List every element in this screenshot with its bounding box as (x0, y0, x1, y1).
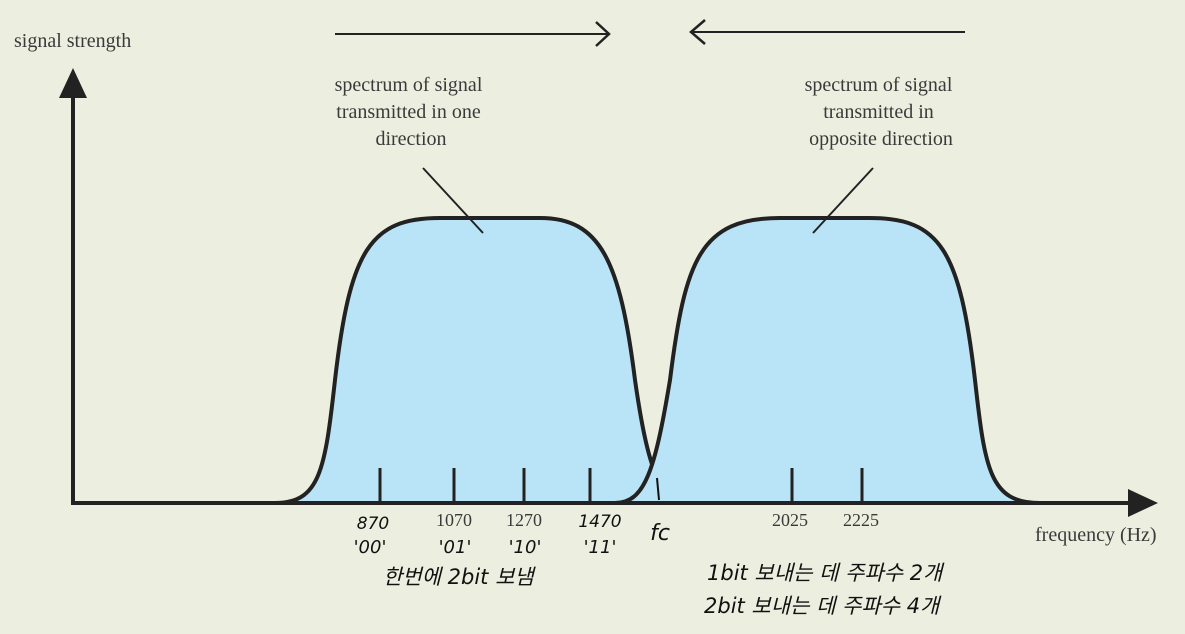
y-axis-label: signal strength (14, 30, 131, 52)
spectrum-right (614, 216, 1041, 505)
note-line-1: 1bit 보내는 데 주파수 2개 (707, 561, 945, 585)
pointer-left (422, 167, 484, 234)
symbol-01: '01' (439, 537, 472, 558)
tick-label-1470: 1470 (578, 512, 621, 532)
note-line-2: 2bit 보내는 데 주파수 4개 (704, 594, 942, 618)
tick-label-2025: 2025 (772, 510, 808, 530)
pointer-right (812, 167, 874, 234)
arrow-right-head (595, 21, 611, 47)
symbol-11: '11' (584, 537, 617, 558)
spectrum-left (274, 216, 691, 505)
y-axis-arrowhead (59, 68, 87, 98)
tick-label-fc: fc (650, 521, 670, 546)
x-axis-arrowhead (1128, 489, 1158, 517)
symbol-10: '10' (509, 537, 542, 558)
tick-label-2225: 2225 (843, 510, 879, 530)
tick-label-1270: 1270 (506, 510, 542, 530)
tick-label-1070: 1070 (436, 510, 472, 530)
note-2bit-at-once: 한번에 2bit 보냄 (383, 565, 536, 589)
symbol-00: '00' (354, 537, 387, 558)
spectrum-right-label: spectrum of signal transmitted in opposi… (805, 74, 958, 150)
tick-fc (656, 477, 660, 501)
arrow-left-head (689, 19, 706, 45)
x-axis-label: frequency (Hz) (1035, 524, 1157, 546)
tick-label-870: 870 (357, 514, 389, 534)
spectrum-left-label: spectrum of signal transmitted in one di… (335, 74, 488, 150)
